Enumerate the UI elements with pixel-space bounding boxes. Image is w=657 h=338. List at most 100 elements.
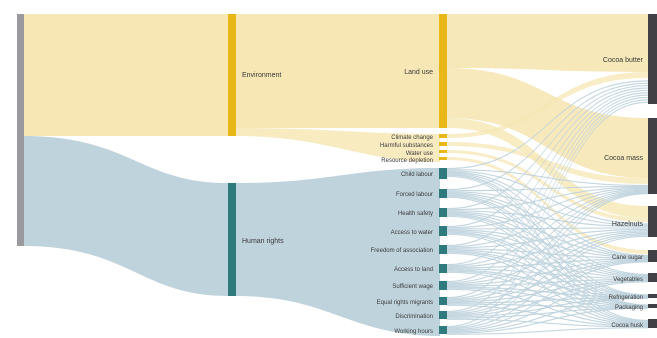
flow-hr-strand-6-5	[447, 286, 648, 298]
flow-hr-strand-0-6	[447, 174, 648, 306]
node-human-rights	[228, 183, 236, 296]
node-forced-labour	[439, 189, 447, 198]
flow-root-environment	[23, 14, 228, 136]
label-access-to-water: Access to water	[391, 230, 433, 236]
flow-hr-strand-6-1	[447, 190, 648, 284]
flow-hr-strand-3-0	[447, 87, 648, 228]
flow-hr-strand-9-4	[447, 281, 648, 332]
flow-hr-strand-4-2	[447, 228, 648, 249]
flow-environment-land-use	[236, 14, 440, 128]
label-discrimination: Discrimination	[395, 314, 433, 320]
flow-hr-strand-1-7	[447, 196, 648, 322]
flow-hr-strand-8-6	[447, 307, 648, 319]
label-resource-depletion: Resource depletion	[381, 158, 433, 164]
flow-hr-strand-2-0	[447, 85, 648, 210]
flow-hr-strand-7-1	[447, 191, 648, 300]
flow-hr-strand-0-1	[447, 169, 648, 187]
node-land-use	[439, 14, 447, 128]
label-packaging: Packaging	[615, 305, 643, 311]
flow-hr-strand-2-3	[447, 211, 648, 258]
flow-hr-strand-6-2	[447, 231, 648, 285]
label-cocoa-husk: Cocoa husk	[611, 323, 644, 329]
label-access-to-land: Access to land	[394, 267, 433, 273]
flow-environment-minor-issues	[236, 128, 440, 162]
flow-hr-strand-1-3	[447, 192, 648, 257]
flow-hr-strand-2-5	[447, 213, 648, 297]
node-cocoa-mass	[648, 118, 657, 194]
flow-env-issue-1	[447, 142, 648, 184]
label-harmful-substances: Harmful substances	[380, 143, 433, 149]
flow-hr-strand-2-4	[447, 212, 648, 277]
flow-hr-strand-9-5	[447, 297, 648, 333]
flow-hr-strand-7-4	[447, 279, 648, 303]
flow-hr-strand-0-0	[447, 80, 648, 170]
flow-hr-strand-3-7	[447, 233, 648, 324]
label-water-use: Water use	[406, 151, 434, 157]
node-access-to-land	[439, 264, 447, 273]
label-equal-rights-migrants: Equal rights migrants	[377, 300, 433, 306]
flow-hr-strand-4-0	[447, 89, 648, 247]
node-harmful-substances	[439, 142, 447, 146]
flow-hr-strand-9-0	[447, 101, 648, 328]
flow-hr-strand-8-0	[447, 99, 648, 313]
label-land-use: Land use	[404, 69, 433, 76]
node-equal-rights-migrants	[439, 297, 447, 305]
flow-human-rights-issues	[236, 168, 440, 336]
flow-hr-strand-5-2	[447, 230, 648, 268]
flow-hr-strand-9-6	[447, 307, 648, 334]
label-working-hours: Working hours	[394, 329, 433, 335]
flow-hr-strand-6-0	[447, 94, 648, 283]
label-hazelnuts: Hazelnuts	[612, 221, 644, 228]
flow-hr-strand-9-3	[447, 261, 648, 331]
label-health-safety: Health safety	[398, 211, 433, 217]
node-cane-sugar	[648, 250, 657, 262]
label-sufficient-wage: Sufficient wage	[392, 284, 433, 290]
flow-hr-strand-7-0	[447, 96, 648, 299]
node-cocoa-butter	[648, 14, 657, 104]
node-working-hours	[439, 326, 447, 334]
flow-hr-strand-7-5	[447, 296, 648, 304]
flow-hr-strand-5-1	[447, 189, 648, 267]
flow-hr-strand-9-7	[447, 327, 648, 335]
node-hazelnuts	[648, 206, 657, 237]
node-vegetables	[648, 273, 657, 282]
flow-hr-strand-7-2	[447, 232, 648, 301]
node-discrimination	[439, 311, 447, 319]
flow-hr-strand-8-3	[447, 260, 648, 316]
node-packaging	[648, 304, 657, 308]
flow-hr-strand-5-0	[447, 92, 648, 266]
flow-root-human-rights	[23, 136, 228, 296]
flow-hr-strand-8-5	[447, 297, 648, 318]
node-cocoa-husk	[648, 319, 657, 328]
node-sufficient-wage	[439, 281, 447, 290]
flows-to-products	[447, 14, 648, 335]
flow-hr-strand-3-3	[447, 229, 648, 259]
flow-hr-strand-6-6	[447, 287, 648, 308]
flow-hr-strand-8-2	[447, 234, 648, 315]
flow-hr-strand-0-4	[447, 172, 648, 276]
label-vegetables: Vegetables	[613, 277, 643, 283]
node-refrigeration	[648, 294, 657, 298]
node-access-to-water	[439, 226, 447, 236]
node-child-labour	[439, 168, 447, 179]
label-freedom-of-association: Freedom of association	[371, 248, 433, 254]
flow-hr-strand-4-6	[447, 251, 648, 308]
flow-hr-strand-2-1	[447, 186, 648, 211]
label-cane-sugar: Cane sugar	[612, 255, 643, 261]
flow-hr-strand-8-1	[447, 192, 648, 314]
flow-hr-strand-2-2	[447, 210, 648, 228]
label-cocoa-mass: Cocoa mass	[604, 155, 643, 162]
flow-hr-strand-8-4	[447, 280, 648, 317]
node-root	[17, 14, 24, 246]
flow-hr-strand-1-6	[447, 195, 648, 306]
flow-land-use-cocoa-butter	[447, 14, 648, 72]
flow-hr-strand-9-2	[447, 235, 648, 330]
node-water-use	[439, 150, 447, 153]
node-health-safety	[439, 208, 447, 217]
flow-hr-strand-9-1	[447, 193, 648, 329]
flow-hr-strand-5-6	[447, 270, 648, 308]
flow-hr-strand-7-3	[447, 259, 648, 302]
node-resource-depletion	[439, 157, 447, 160]
flow-hr-strand-4-1	[447, 188, 648, 248]
